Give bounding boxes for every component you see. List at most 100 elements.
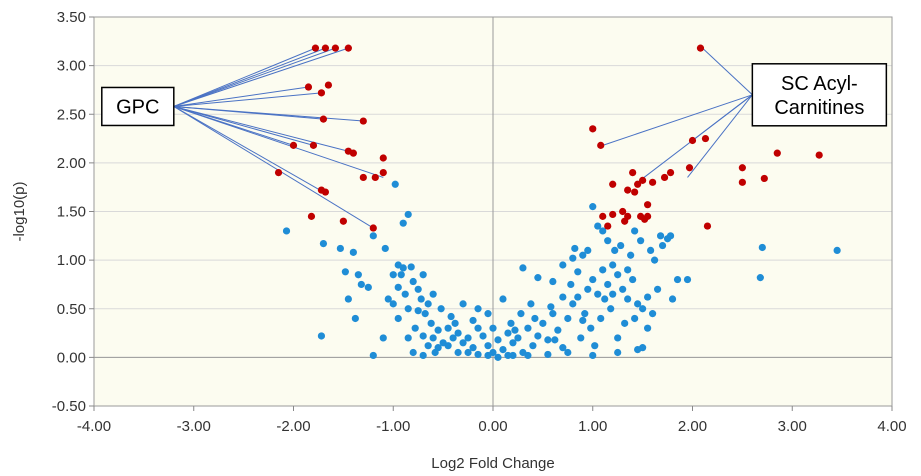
data-point <box>547 303 555 311</box>
data-point <box>696 44 705 52</box>
data-point <box>324 81 333 89</box>
data-point <box>359 117 367 125</box>
data-point <box>701 134 710 143</box>
data-point <box>649 310 657 318</box>
data-point <box>609 210 617 219</box>
y-axis-ticks: -0.50 0.00 0.50 1.00 1.50 2.00 2.50 3.00 3.50 <box>52 9 94 415</box>
leader-line <box>173 106 324 193</box>
callout-labels: GPC SC Acyl-Carnitines <box>101 63 888 127</box>
data-point <box>421 310 429 318</box>
x-tick-label: 4.00 <box>877 418 906 435</box>
data-point <box>624 295 632 303</box>
data-point <box>349 248 357 256</box>
x-tick-label: -2.00 <box>276 418 310 435</box>
data-point <box>527 300 535 308</box>
data-point <box>424 342 432 350</box>
data-point <box>604 280 612 289</box>
callout-leader-lines <box>173 47 753 229</box>
data-point <box>611 246 619 254</box>
data-point <box>609 261 617 269</box>
data-point <box>569 254 577 262</box>
data-point <box>574 293 582 301</box>
data-point <box>529 342 537 350</box>
data-point <box>451 319 459 327</box>
x-axis-ticks: -4.00 -3.00 -2.00 -1.00 0.00 1.00 2.00 3.00 4.00 <box>77 406 907 435</box>
data-point <box>564 348 572 357</box>
data-point <box>379 169 387 177</box>
data-point <box>631 188 639 196</box>
data-point <box>379 334 387 342</box>
data-point <box>389 300 397 308</box>
data-point <box>597 314 605 323</box>
data-point <box>454 329 462 337</box>
y-tick-label: 3.50 <box>57 9 86 26</box>
data-point <box>509 339 517 347</box>
data-point <box>567 280 575 289</box>
data-point <box>371 173 379 182</box>
data-point <box>514 334 522 342</box>
data-point <box>673 275 682 284</box>
data-point <box>549 277 557 286</box>
data-point <box>631 314 639 323</box>
data-point <box>282 227 291 235</box>
leader-line <box>173 92 322 107</box>
data-point <box>614 348 622 357</box>
data-point <box>469 316 477 325</box>
data-point <box>634 345 642 354</box>
data-point <box>534 332 542 340</box>
data-point <box>760 174 768 183</box>
x-axis-title: Log2 Fold Change <box>431 455 554 472</box>
data-point <box>539 319 547 327</box>
data-point <box>464 348 472 357</box>
data-point <box>614 271 622 279</box>
data-point <box>621 319 629 327</box>
data-point <box>650 256 659 264</box>
data-point <box>594 290 602 298</box>
data-point <box>634 180 642 188</box>
data-point <box>484 310 492 318</box>
data-point <box>658 241 667 250</box>
data-point <box>321 188 330 196</box>
data-point <box>344 44 352 52</box>
data-point <box>331 44 339 52</box>
data-point <box>683 275 692 284</box>
data-point <box>317 332 326 340</box>
data-point <box>431 348 439 357</box>
leader-line <box>173 106 374 229</box>
data-point <box>504 351 512 360</box>
data-point <box>494 336 502 344</box>
y-tick-label: 3.00 <box>57 58 86 75</box>
data-points <box>274 44 841 361</box>
data-point <box>381 244 389 253</box>
data-point <box>619 285 627 293</box>
data-point <box>399 264 407 272</box>
data-point <box>304 83 313 91</box>
x-tick-label: -4.00 <box>77 418 111 435</box>
data-point <box>609 290 617 298</box>
data-point <box>544 350 552 359</box>
data-point <box>409 348 417 357</box>
data-point <box>569 300 577 308</box>
data-point <box>617 241 625 250</box>
data-point <box>444 324 452 332</box>
data-point <box>319 239 328 248</box>
leader-line <box>173 47 349 107</box>
data-point <box>407 263 415 271</box>
data-point <box>317 89 326 97</box>
data-point <box>666 232 675 240</box>
data-point <box>414 307 422 315</box>
y-tick-label: 1.00 <box>57 252 86 269</box>
data-point <box>321 44 330 52</box>
data-point <box>589 125 597 133</box>
data-point <box>469 344 477 352</box>
data-point <box>524 351 532 360</box>
data-point <box>419 332 427 340</box>
leader-line <box>173 47 336 107</box>
data-point <box>434 326 442 334</box>
data-point <box>637 237 645 245</box>
data-point <box>349 149 357 157</box>
data-point <box>449 334 457 342</box>
data-point <box>644 324 652 332</box>
data-point <box>359 173 367 182</box>
